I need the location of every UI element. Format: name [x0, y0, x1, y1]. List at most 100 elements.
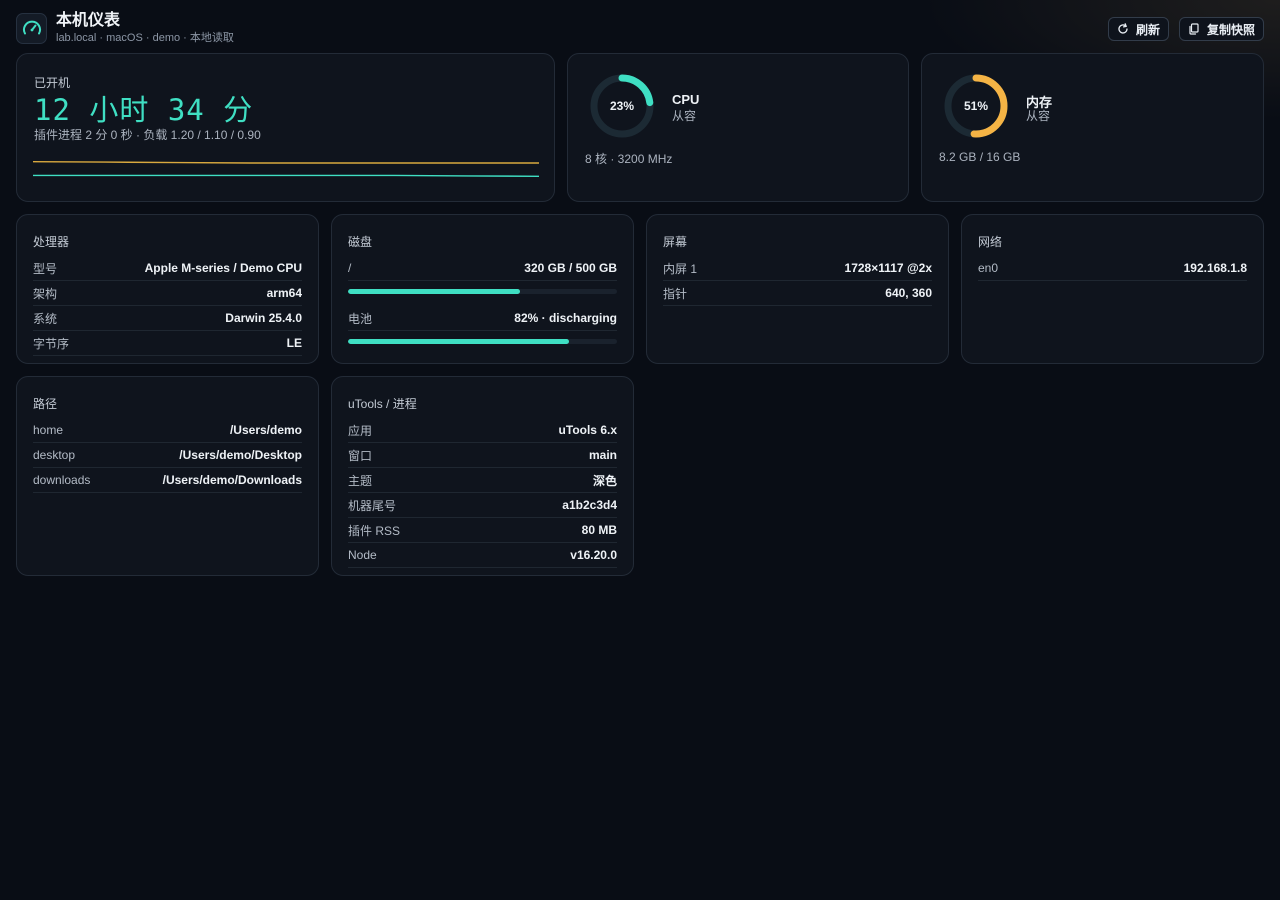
- info-row: downloads/Users/demo/Downloads: [33, 468, 302, 493]
- info-value: a1b2c3d4: [562, 498, 617, 512]
- info-row: 主题 深色: [348, 468, 617, 493]
- info-key: desktop: [33, 448, 76, 462]
- cpu-name: CPU: [672, 92, 700, 107]
- memory-detail: 8.2 GB / 16 GB: [939, 150, 1021, 164]
- memory-percent: 51%: [963, 99, 989, 113]
- info-row: 窗口 main: [348, 443, 617, 468]
- refresh-button[interactable]: 刷新: [1107, 17, 1169, 41]
- battery-row: 电池 82% · discharging: [348, 306, 617, 331]
- info-value: v16.20.0: [570, 548, 617, 562]
- cpu-state: 从容: [672, 109, 697, 123]
- memory-gauge: [944, 74, 1008, 138]
- app-header: 本机仪表 lab.local · macOS · demo · 本地读取 刷新 …: [16, 12, 1264, 46]
- info-key: 架构: [33, 286, 58, 301]
- processor-card: 处理器 型号 Apple M-series / Demo CPU 架构 arm64 …: [16, 214, 319, 364]
- cpu-gauge: [590, 74, 654, 138]
- info-row: desktop/Users/demo/Desktop: [33, 443, 302, 468]
- copy-snapshot-button[interactable]: 复制快照: [1178, 17, 1264, 41]
- memory-state: 从容: [1026, 109, 1051, 123]
- memory-gauge-arc: [944, 74, 1008, 138]
- info-value: /Users/demo/Desktop: [179, 448, 302, 462]
- info-value: LE: [286, 336, 302, 350]
- info-key: home: [33, 423, 64, 437]
- network-label: 网络: [978, 235, 1003, 249]
- info-key: 主题: [348, 473, 373, 488]
- info-key: 应用: [348, 423, 373, 438]
- info-key: 字节序: [33, 336, 70, 351]
- info-key: Node: [348, 548, 377, 562]
- info-value: /Users/demo: [229, 423, 302, 437]
- info-value: Darwin 25.4.0: [225, 311, 302, 325]
- info-value: uTools 6.x: [558, 423, 617, 437]
- info-key: 系统: [33, 311, 58, 326]
- info-row: home/Users/demo: [33, 418, 302, 443]
- disk-label: 磁盘: [348, 235, 373, 249]
- info-value: /Users/demo/Downloads: [162, 473, 302, 487]
- info-key: downloads: [33, 473, 91, 487]
- info-row: 内屏 1 1728×1117 @2x: [663, 256, 932, 281]
- disk-usage-bar: [348, 289, 617, 294]
- info-key: 内屏 1: [663, 261, 698, 276]
- info-value: 192.168.1.8: [1183, 261, 1247, 275]
- paths-card: 路径 home/Users/demo desktop/Users/demo/De…: [16, 376, 319, 576]
- disk-card: 磁盘 / 320 GB / 500 GB 电池 82% · discharging: [331, 214, 634, 364]
- info-row: 指针 640, 360: [663, 281, 932, 306]
- app-title: 本机仪表: [56, 12, 121, 29]
- uptime-sub: 插件进程 2 分 0 秒 · 负载 1.20 / 1.10 / 0.90: [34, 128, 261, 142]
- info-row: 字节序 LE: [33, 331, 302, 356]
- info-value: 640, 360: [885, 286, 932, 300]
- memory-card: 51% 内存 从容 8.2 GB / 16 GB: [921, 53, 1264, 202]
- info-key: 机器尾号: [348, 498, 397, 513]
- cpu-card: 23% CPU 从容 8 核 · 3200 MHz: [567, 53, 909, 202]
- info-value: 深色: [592, 473, 617, 488]
- battery-key: 电池: [348, 311, 373, 326]
- info-row: 系统 Darwin 25.4.0: [33, 306, 302, 331]
- info-key: 窗口: [348, 448, 373, 463]
- utools-card: uTools / 进程 应用 uTools 6.x 窗口 main 主题 深色 机器尾…: [331, 376, 634, 576]
- disk-value: 320 GB / 500 GB: [524, 261, 617, 275]
- copy-icon: [1188, 23, 1200, 35]
- disk-key: /: [348, 261, 352, 275]
- info-key: 插件 RSS: [348, 523, 401, 538]
- memory-name: 内存: [1026, 95, 1053, 110]
- refresh-icon: [1117, 23, 1129, 35]
- uptime-label: 已开机: [34, 76, 71, 90]
- info-value: 80 MB: [581, 523, 617, 537]
- speedometer-icon: [16, 13, 47, 44]
- uptime-card: 已开机 12 小时 34 分 插件进程 2 分 0 秒 · 负载 1.20 / …: [16, 53, 555, 202]
- info-row: 型号 Apple M-series / Demo CPU: [33, 256, 302, 281]
- cpu-gauge-arc: [590, 74, 654, 138]
- disk-row: / 320 GB / 500 GB: [348, 256, 617, 281]
- info-row: 架构 arm64: [33, 281, 302, 306]
- cpu-detail: 8 核 · 3200 MHz: [585, 152, 673, 166]
- info-row: 插件 RSS 80 MB: [348, 518, 617, 543]
- copy-snapshot-label: 复制快照: [1206, 22, 1255, 37]
- app-subtitle: lab.local · macOS · demo · 本地读取: [56, 32, 234, 44]
- battery-value: 82% · discharging: [514, 311, 617, 325]
- info-value: Apple M-series / Demo CPU: [144, 261, 302, 275]
- info-value: 1728×1117 @2x: [844, 261, 932, 275]
- info-row: en0 192.168.1.8: [978, 256, 1247, 281]
- processor-label: 处理器: [33, 235, 70, 249]
- utools-label: uTools / 进程: [348, 397, 417, 411]
- info-key: en0: [978, 261, 999, 275]
- cpu-percent: 23%: [609, 99, 635, 113]
- sparkline-series-0: [33, 161, 539, 164]
- paths-label: 路径: [33, 397, 58, 411]
- uptime-value: 12 小时 34 分: [34, 93, 254, 127]
- info-value: arm64: [266, 286, 302, 300]
- load-sparkline: [33, 161, 539, 177]
- info-row: 应用 uTools 6.x: [348, 418, 617, 443]
- info-value: main: [588, 448, 617, 462]
- battery-fill: [348, 339, 569, 344]
- info-key: 型号: [33, 261, 58, 276]
- network-card: 网络 en0 192.168.1.8: [961, 214, 1264, 364]
- info-row: 机器尾号 a1b2c3d4: [348, 493, 617, 518]
- info-key: 指针: [663, 286, 688, 301]
- info-row: Node v16.20.0: [348, 543, 617, 568]
- screen-card: 屏幕 内屏 1 1728×1117 @2x 指针 640, 360: [646, 214, 949, 364]
- disk-usage-fill: [348, 289, 521, 294]
- refresh-label: 刷新: [1135, 22, 1160, 37]
- screen-label: 屏幕: [663, 235, 688, 249]
- sparkline-series-1: [33, 174, 539, 177]
